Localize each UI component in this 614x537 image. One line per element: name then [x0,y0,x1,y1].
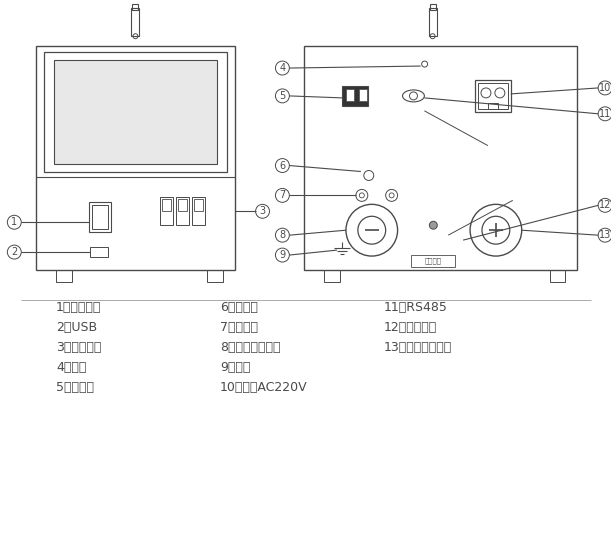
Circle shape [598,107,612,121]
Text: 4: 4 [279,63,286,73]
Text: 13：放电端子正极: 13：放电端子正极 [384,341,452,354]
Bar [54,60,217,164]
Text: 8: 8 [279,230,286,240]
Bar [488,103,498,109]
Bar [194,199,203,211]
Bar [90,247,107,257]
Bar [550,270,565,282]
Text: 9: 9 [279,250,286,260]
Circle shape [276,89,289,103]
Text: 4：天线: 4：天线 [56,361,87,374]
Text: 1: 1 [11,217,17,227]
Bar [133,4,138,10]
Text: 3: 3 [260,206,266,216]
Circle shape [276,158,289,172]
Text: 12：反接指示: 12：反接指示 [384,321,437,334]
Text: 1：电源开关: 1：电源开关 [56,301,101,314]
Text: 6：总电流: 6：总电流 [220,301,258,314]
Text: 6: 6 [279,161,286,171]
Text: 3：放电开关: 3：放电开关 [56,341,101,354]
Bar [192,198,205,225]
Bar [346,89,354,101]
Bar [178,199,187,211]
Text: 8：放电端子负极: 8：放电端子负极 [220,341,281,354]
Bar [305,46,577,270]
Text: 5: 5 [279,91,286,101]
Bar [430,4,435,10]
Circle shape [598,228,612,242]
Bar [359,89,367,101]
Circle shape [276,228,289,242]
Circle shape [276,188,289,202]
Bar [176,198,189,225]
Circle shape [255,205,270,218]
Circle shape [276,248,289,262]
Circle shape [7,215,21,229]
Text: 12: 12 [599,200,612,211]
Bar [324,270,340,282]
Text: 2：USB: 2：USB [56,321,97,334]
Text: 7: 7 [279,191,286,200]
Bar [44,52,227,171]
Text: 11：RS485: 11：RS485 [384,301,448,314]
Bar [160,198,173,225]
Bar [131,9,139,36]
Bar [478,83,508,109]
Circle shape [276,61,289,75]
Bar [162,199,171,211]
Bar [89,202,111,232]
Text: 9：地线: 9：地线 [220,361,251,374]
Ellipse shape [403,90,424,102]
Text: 7：总电压: 7：总电压 [220,321,258,334]
Text: 10: 10 [599,83,612,93]
Bar [91,205,107,229]
Text: 11: 11 [599,109,612,119]
Text: 10：电源AC220V: 10：电源AC220V [220,381,308,394]
Text: 13: 13 [599,230,612,240]
Bar [475,80,511,112]
Bar [342,86,368,106]
Bar [429,9,437,36]
Bar [56,270,72,282]
Text: 2: 2 [11,247,17,257]
Bar [411,255,455,267]
Circle shape [598,81,612,95]
Text: 放電端子: 放電端子 [425,258,442,264]
Text: 5：采集盒: 5：采集盒 [56,381,94,394]
Bar [36,46,235,270]
Bar [207,270,223,282]
Circle shape [429,221,437,229]
Circle shape [598,198,612,212]
Circle shape [7,245,21,259]
